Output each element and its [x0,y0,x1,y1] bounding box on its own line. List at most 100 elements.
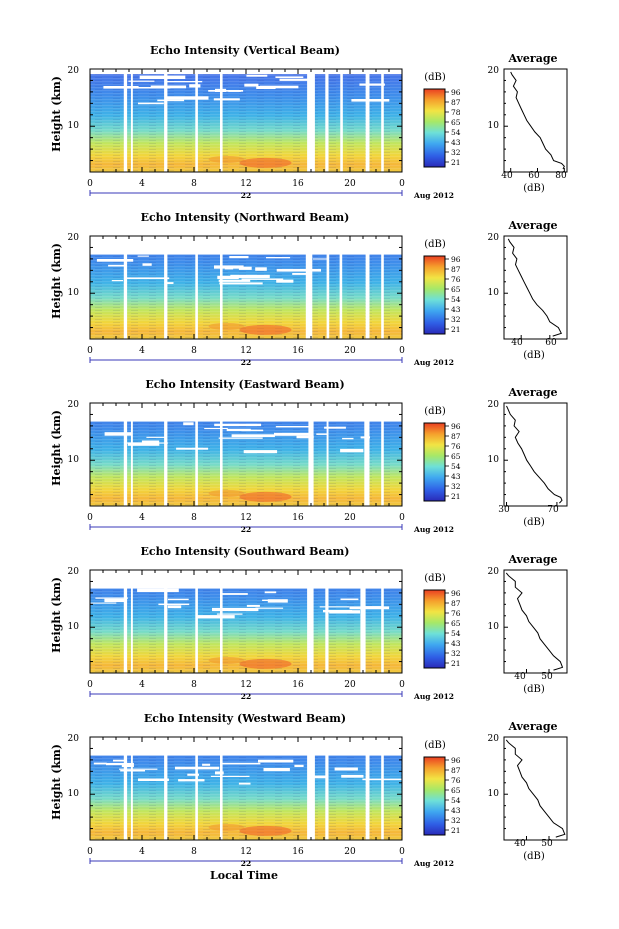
profile-x-label: (dB) [523,350,545,361]
average-profile-line [505,572,564,671]
high-echo-patch [208,823,245,831]
y-tick-label-20: 20 [68,233,80,243]
no-echo-gap [178,779,205,782]
colorbar-tick-1: 87 [451,432,461,441]
x-tick-label-0: 0 [87,346,93,356]
data-gap [326,403,329,506]
no-echo-gap [361,606,383,608]
x-tick-label-0: 0 [87,680,93,690]
data-gap [164,737,168,840]
no-echo-gap [137,588,179,593]
profile-y-tick-20: 20 [488,233,500,243]
data-gap [123,737,128,840]
high-echo-patch [239,324,292,335]
colorbar-tick-0: 96 [451,589,461,598]
data-gap [220,737,223,840]
profile-x-tick-0: 40 [514,672,526,682]
data-gap [130,69,133,172]
colorbar-tick-3: 65 [451,118,461,127]
profile-x-label: (dB) [523,851,545,862]
heatmap-area [89,402,403,530]
colorbar-tick-4: 54 [451,629,461,638]
data-gap [123,570,128,673]
no-echo-gap [255,607,284,609]
profile-y-tick-10: 10 [488,455,500,465]
no-echo-gap [238,266,252,270]
colorbar-tick-2: 78 [451,108,461,117]
data-gap [308,403,314,506]
colorbar-tick-7: 21 [451,325,461,334]
no-echo-region [90,403,402,422]
no-echo-gap [111,280,124,282]
colorbar-tick-6: 32 [451,148,461,157]
average-profile-line [506,405,563,504]
colorbar-tick-0: 96 [451,88,461,97]
profile-frame [503,736,568,841]
y-axis-label: Height (km) [50,243,63,319]
colorbar-tick-1: 87 [451,766,461,775]
data-gap [123,236,128,339]
average-profile-line [510,71,565,170]
high-echo-patch [208,656,245,664]
panel-northward-beam: Echo Intensity (Northward Beam) Height (… [50,211,568,367]
colorbar-label: (dB) [424,573,446,584]
no-echo-gap [266,257,291,259]
no-echo-gap [351,99,390,102]
colorbar [423,255,449,335]
profile-x-tick-1: 70 [547,505,559,515]
no-echo-gap [319,606,350,608]
colorbar-label: (dB) [424,239,446,250]
no-echo-gap [238,782,251,785]
x-tick-label-4: 4 [139,179,145,189]
colorbar-tick-6: 32 [451,816,461,825]
average-profile [503,402,568,507]
profile-y-tick-10: 10 [488,622,500,632]
no-echo-region [90,570,402,589]
no-echo-gap [146,436,167,438]
no-echo-gap [138,102,164,105]
no-echo-gap [216,613,243,615]
data-gap [307,69,315,172]
data-gap [164,403,168,506]
colorbar-tick-0: 96 [451,756,461,765]
y-axis-label: Height (km) [50,410,63,486]
colorbar [423,88,449,168]
date-label: Aug 2012 [413,692,454,701]
colorbar-label: (dB) [424,72,446,83]
no-echo-gap [312,258,328,260]
data-gap [381,737,384,840]
data-gap [220,69,223,172]
no-echo-gap [274,432,312,436]
colorbar-tick-3: 65 [451,452,461,461]
colorbar-tick-4: 54 [451,796,461,805]
no-echo-gap [231,434,275,438]
x-tick-label-12: 12 [240,179,251,189]
data-gap [381,236,384,339]
panel-westward-beam: Echo Intensity (Westward Beam) Height (k… [50,712,568,868]
no-echo-gap [258,759,294,763]
no-echo-gap [220,593,248,595]
no-echo-gap [294,764,304,767]
data-gap [365,69,370,172]
profile-x-label: (dB) [523,517,545,528]
profile-y-tick-20: 20 [488,567,500,577]
colorbar-tick-7: 21 [451,158,461,167]
colorbar-tick-7: 21 [451,492,461,501]
date-label: Aug 2012 [413,859,454,868]
panel-southward-beam: Echo Intensity (Southward Beam) Height (… [50,545,568,701]
y-tick-label-20: 20 [68,400,80,410]
profile-frame [503,402,568,507]
no-echo-gap [334,767,358,771]
colorbar-tick-6: 32 [451,315,461,324]
colorbar-tick-2: 76 [451,442,461,451]
no-echo-gap [264,591,277,594]
colorbar-label: (dB) [424,740,446,751]
no-echo-gap [218,279,251,282]
panel-eastward-beam: Echo Intensity (Eastward Beam) Height (k… [50,378,568,534]
no-echo-gap [362,778,408,781]
data-gap [364,403,370,506]
x-tick-label-12: 12 [240,680,251,690]
no-echo-gap [221,762,261,765]
no-echo-gap [275,426,311,428]
